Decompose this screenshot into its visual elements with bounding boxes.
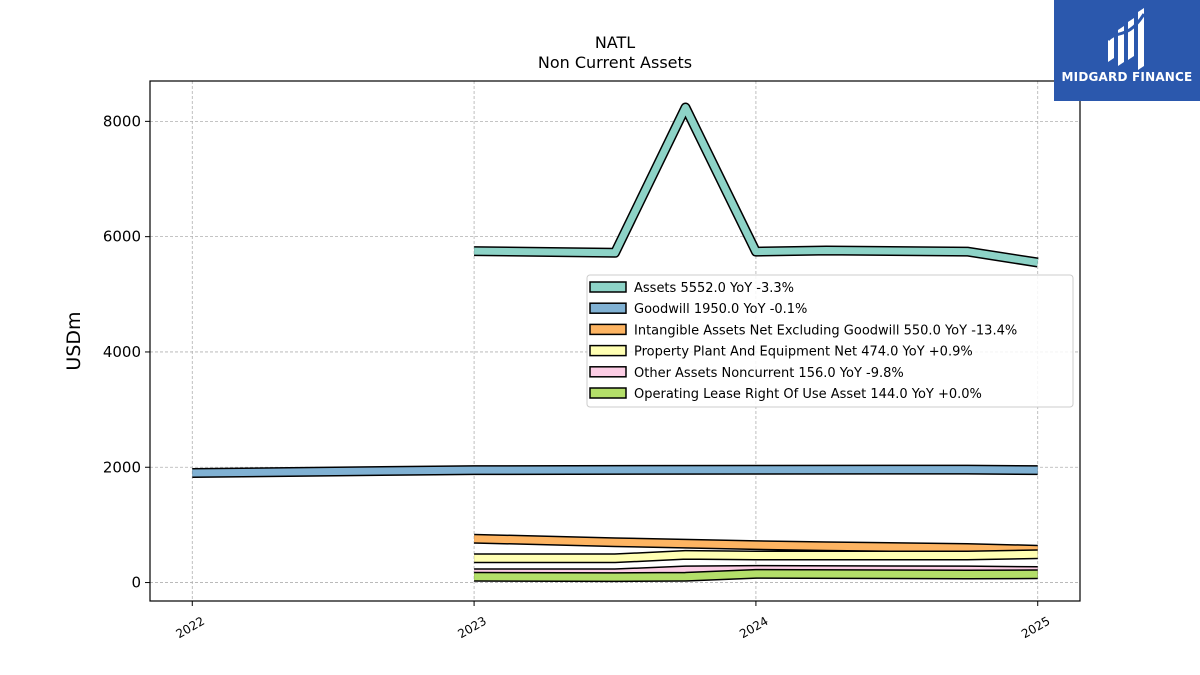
legend-item-goodwill: Goodwill 1950.0 YoY -0.1%: [589, 302, 807, 317]
logo-text: MIDGARD FINANCE: [1061, 70, 1193, 84]
legend-box: [586, 274, 1074, 408]
x-axis: 2022 2023 2024 2025: [174, 601, 1052, 641]
legend-item-other-assets-noncurrent: Other Assets Noncurrent 156.0 YoY -9.8%: [589, 366, 904, 381]
series-outline: [474, 102, 1039, 268]
series-line: [474, 570, 1038, 581]
series-line: [192, 466, 1038, 477]
logo: MIDGARD FINANCE: [1054, 0, 1200, 101]
legend-label: Intangible Assets Net Excluding Goodwill…: [634, 323, 1017, 338]
y-axis-label: USDm: [63, 311, 85, 370]
series-goodwill: [192, 464, 1038, 478]
legend-item-assets: Assets 5552.0 YoY -3.3%: [589, 281, 794, 296]
legend-label: Goodwill 1950.0 YoY -0.1%: [634, 302, 807, 317]
legend-item-intangible-assets-net-excluding-goodwill: Intangible Assets Net Excluding Goodwill…: [589, 323, 1017, 338]
x-tick-label: 2025: [1019, 614, 1052, 641]
legend-label: Property Plant And Equipment Net 474.0 Y…: [634, 345, 973, 360]
x-tick-label: 2023: [455, 614, 488, 641]
legend-swatch: [589, 323, 627, 336]
legend-item-property-plant-and-equipment-net: Property Plant And Equipment Net 474.0 Y…: [589, 344, 973, 360]
y-tick-label: 0: [131, 574, 141, 592]
y-tick-label: 6000: [103, 228, 141, 246]
chart-title: NATL: [595, 33, 635, 52]
plot-frame: [149, 80, 1081, 602]
series-operating-lease-right-of-use-asset: [474, 568, 1038, 583]
series-intangible-assets-net-excluding-goodwill: [473, 533, 1038, 555]
legend-swatch: [589, 281, 627, 293]
series-assets: [474, 102, 1039, 268]
y-axis: 0 2000 4000 6000 8000: [103, 112, 150, 592]
series-property-plant-and-equipment-net: [474, 549, 1038, 564]
legend-label: Other Assets Noncurrent 156.0 YoY -9.8%: [634, 366, 904, 381]
x-tick-label: 2022: [174, 614, 207, 641]
series-line: [474, 535, 1038, 554]
y-tick-label: 8000: [103, 112, 141, 130]
legend-swatch: [589, 387, 627, 399]
legend: Assets 5552.0 YoY -3.3% Goodwill 1950.0 Y…: [586, 274, 1074, 408]
legend-swatch: [589, 302, 627, 314]
series-lines: [192, 102, 1039, 583]
legend-item-operating-lease-right-of-use-asset: Operating Lease Right Of Use Asset 144.0…: [589, 387, 982, 402]
series-line: [474, 104, 1039, 266]
legend-swatch: [589, 344, 627, 357]
legend-label: Assets 5552.0 YoY -3.3%: [634, 281, 794, 296]
series-line: [474, 550, 1038, 562]
y-tick-label: 4000: [103, 343, 141, 361]
chart-subtitle: Non Current Assets: [538, 53, 692, 72]
x-tick-label: 2024: [737, 614, 770, 641]
legend-label: Operating Lease Right Of Use Asset 144.0…: [634, 387, 982, 402]
y-tick-label: 2000: [103, 458, 141, 476]
legend-swatch: [589, 366, 627, 378]
midgard-logo-icon: [1106, 8, 1146, 70]
